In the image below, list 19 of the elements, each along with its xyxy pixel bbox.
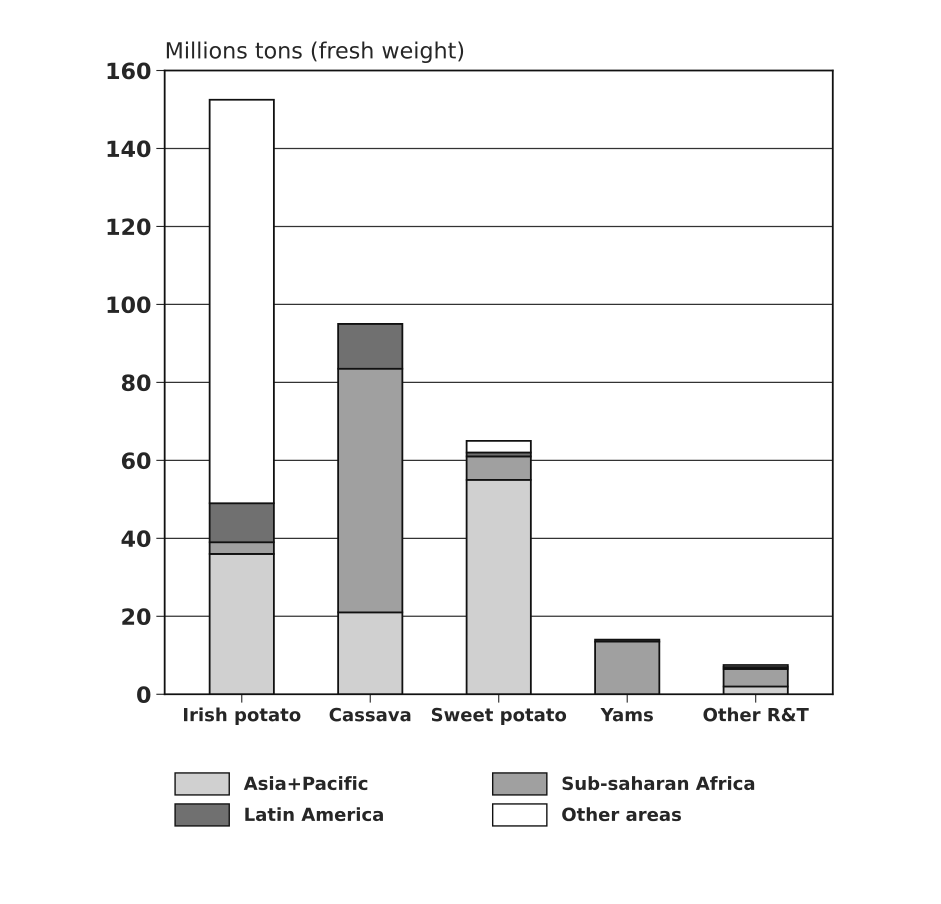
y-tick-label: 60 xyxy=(122,452,150,470)
y-tick-label: 160 xyxy=(108,62,150,80)
y-tick-label: 100 xyxy=(108,296,150,314)
x-tick-label: Cassava xyxy=(330,708,410,722)
legend-label: Latin America xyxy=(245,807,383,822)
x-tick-label: Yams xyxy=(600,708,653,722)
y-tick-label: 20 xyxy=(122,608,150,626)
legend-label: Other areas xyxy=(562,807,681,822)
y-tick-label: 140 xyxy=(108,140,150,158)
y-tick-label: 80 xyxy=(122,374,150,392)
legend-label: Asia+Pacific xyxy=(244,776,368,790)
x-tick-label: Sweet potato xyxy=(432,708,566,725)
y-axis-title: Millions tons (fresh weight) xyxy=(166,42,464,64)
legend-label: Sub-saharan Africa xyxy=(562,776,754,790)
y-tick-label: 0 xyxy=(137,686,150,704)
y-tick-label: 120 xyxy=(108,218,150,236)
x-tick-label: Other R&T xyxy=(703,707,809,722)
x-tick-label: Irish potato xyxy=(184,707,300,725)
y-tick-label: 40 xyxy=(122,530,150,548)
